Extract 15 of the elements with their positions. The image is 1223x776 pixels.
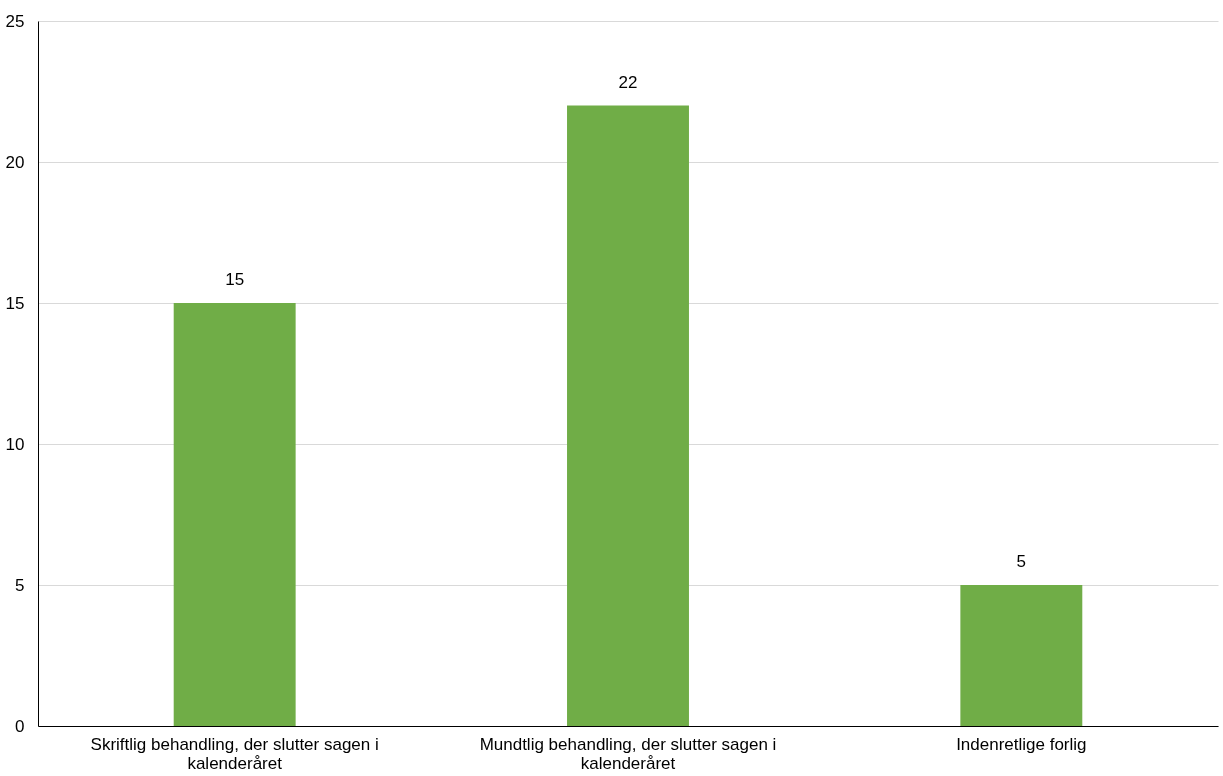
y-tick-label: 5 [15, 575, 25, 595]
x-tick-label: Indenretlige forlig [956, 734, 1087, 754]
data-label: 22 [618, 72, 638, 92]
x-tick-label: Mundtlig behandling, der slutter sagen i kalenderåret [479, 734, 777, 773]
data-label: 5 [1016, 552, 1027, 571]
y-tick-label: 10 [5, 434, 25, 454]
y-tick-label: 20 [5, 152, 25, 172]
y-tick-label: 15 [5, 293, 25, 313]
x-tick-label: Skriftlig behandling, der slutter sagen i kalenderåret [90, 734, 379, 773]
bar [567, 105, 689, 726]
bar [173, 303, 296, 726]
y-tick-label: 0 [15, 716, 25, 736]
y-tick-label: 25 [5, 11, 25, 31]
data-label: 15 [225, 270, 245, 289]
bar [960, 585, 1083, 726]
